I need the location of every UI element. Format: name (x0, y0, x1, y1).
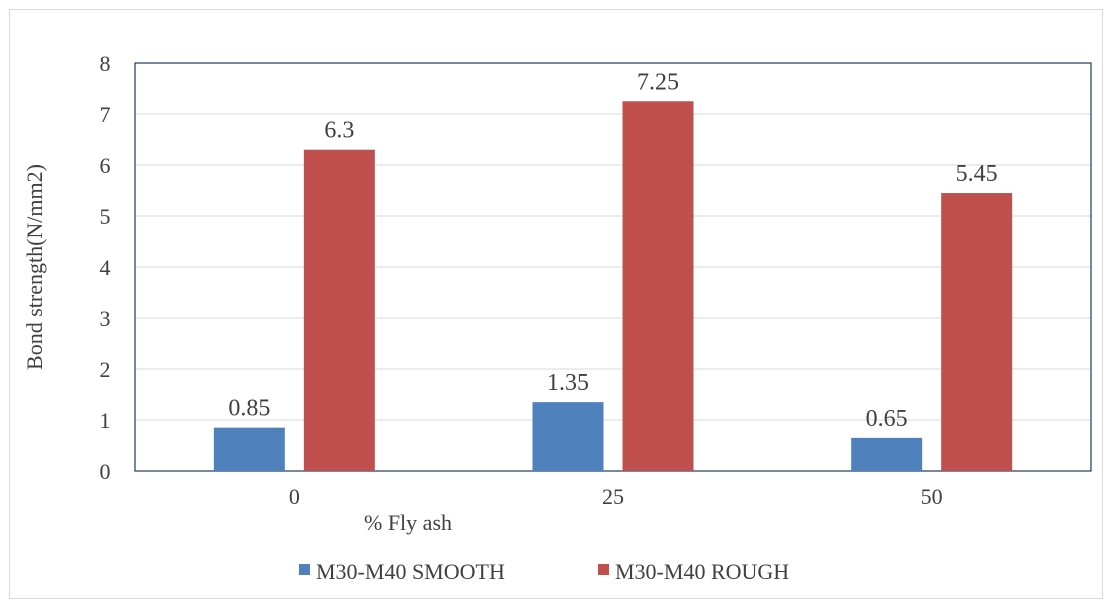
y-axis-ticks: 0 1 2 3 4 5 6 7 8 (100, 51, 111, 484)
bars (213, 101, 1013, 472)
y-tick-label: 0 (100, 459, 111, 484)
data-labels: 0.85 6.3 1.35 7.25 0.65 5.45 (228, 69, 997, 432)
plot-area-border (134, 62, 1092, 472)
y-tick-label: 6 (100, 153, 111, 178)
bar-rough (622, 101, 694, 471)
data-label: 1.35 (547, 370, 589, 396)
data-label: 6.3 (324, 118, 354, 144)
legend-swatch-rough (598, 564, 609, 575)
legend-label-rough: M30-M40 ROUGH (615, 559, 789, 584)
y-tick-label: 3 (100, 306, 111, 331)
y-tick-label: 7 (100, 102, 111, 127)
chart-frame (9, 9, 1103, 599)
x-axis-label: % Fly ash (364, 510, 452, 535)
y-tick-label: 4 (100, 255, 111, 280)
bar-smooth (851, 437, 923, 471)
x-tick-label: 50 (921, 484, 943, 509)
x-axis-ticks: 0 25 50 (289, 484, 943, 509)
data-label: 7.25 (637, 69, 679, 95)
x-tick-label: 25 (602, 484, 624, 509)
bar-smooth (532, 402, 604, 471)
y-tick-label: 5 (100, 204, 111, 229)
legend-label-smooth: M30-M40 SMOOTH (316, 559, 505, 584)
y-axis-label: Bond strength(N/mm2) (22, 164, 47, 370)
legend: M30-M40 SMOOTH M30-M40 ROUGH (299, 559, 789, 584)
legend-swatch-smooth (299, 564, 310, 575)
y-tick-label: 1 (100, 408, 111, 433)
gridlines (135, 113, 1091, 421)
bar-smooth (213, 427, 285, 471)
x-tick-label: 0 (289, 484, 300, 509)
bar-rough (303, 149, 375, 471)
data-label: 0.85 (228, 396, 270, 422)
y-tick-label: 2 (100, 357, 111, 382)
data-label: 0.65 (866, 406, 908, 432)
y-tick-label: 8 (100, 51, 111, 76)
bar-rough (941, 193, 1013, 472)
data-label: 5.45 (956, 161, 998, 187)
